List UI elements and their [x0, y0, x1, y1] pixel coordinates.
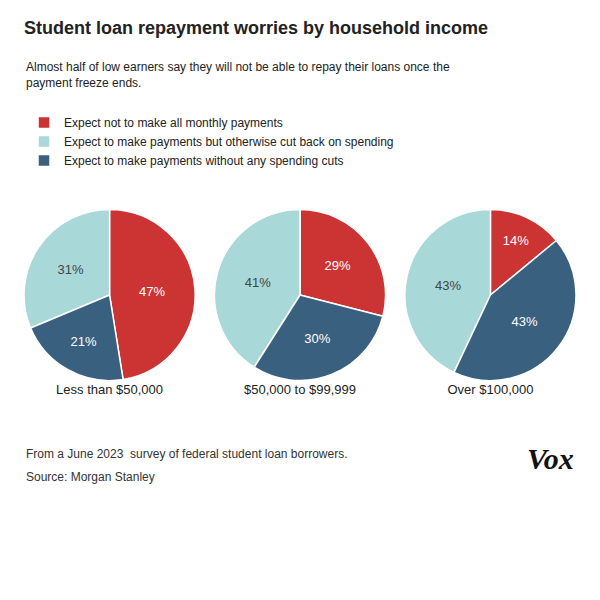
- svg-text:Source: Morgan Stanley: Source: Morgan Stanley: [26, 470, 155, 484]
- svg-text:Expect to make payments but ot: Expect to make payments but otherwise cu…: [64, 135, 394, 149]
- svg-text:29%: 29%: [325, 258, 351, 273]
- svg-text:43%: 43%: [435, 278, 461, 293]
- svg-text:Vox: Vox: [527, 442, 574, 475]
- svg-text:From a June 2023 survey of fe: From a June 2023 survey of federal stude…: [26, 447, 348, 461]
- svg-text:Over $100,000: Over $100,000: [447, 382, 533, 397]
- svg-text:47%: 47%: [139, 284, 165, 299]
- svg-text:Less than $50,000: Less than $50,000: [56, 382, 163, 397]
- svg-text:Expect to make payments withou: Expect to make payments without any spen…: [64, 154, 344, 168]
- svg-text:$50,000 to $99,999: $50,000 to $99,999: [244, 382, 356, 397]
- svg-text:21%: 21%: [71, 334, 97, 349]
- svg-text:Student loan repayment worries: Student loan repayment worries by househ…: [24, 18, 488, 38]
- svg-text:14%: 14%: [503, 233, 529, 248]
- svg-text:30%: 30%: [304, 331, 330, 346]
- svg-text:Expect not to make all monthly: Expect not to make all monthly payments: [64, 116, 283, 130]
- svg-text:31%: 31%: [57, 262, 83, 277]
- svg-text:43%: 43%: [511, 314, 537, 329]
- svg-text:Almost half of low earners say: Almost half of low earners say they will…: [26, 60, 450, 90]
- svg-text:41%: 41%: [245, 275, 271, 290]
